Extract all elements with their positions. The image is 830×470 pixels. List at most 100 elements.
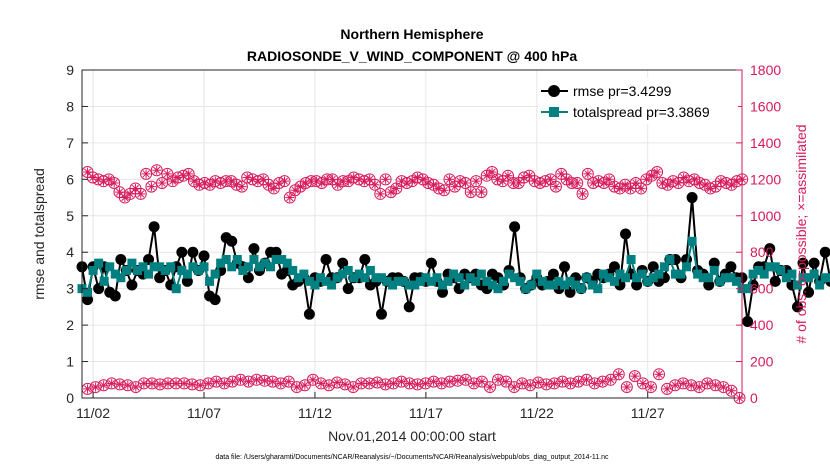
asterisk-stroke [147,183,155,191]
possible-low-point [580,373,593,386]
x-tick-label: 11/07 [187,405,221,421]
possible-low-point [701,377,714,390]
rmse-point [226,235,238,247]
assimilated-low-point [477,377,487,387]
assimilated-point [599,178,609,188]
totalspread-point [321,276,331,286]
asterisk-stroke [599,378,607,386]
assimilated-low-point [638,378,648,388]
assimilated-point [279,176,289,186]
assimilated-low-point [324,380,334,390]
totalspread-point [499,276,509,286]
assimilated-point [508,178,518,188]
rmse-point [547,268,559,280]
possible-point [368,178,381,191]
assimilated-low-point [485,382,495,392]
possible-low-point [266,375,279,388]
y-axis-left-label: rmse and totalspread [31,168,47,300]
y-right-tick-label: 1400 [750,135,781,151]
assimilated-point [625,183,635,193]
asterisk-stroke [169,177,177,185]
asterisk-stroke [470,379,478,387]
totalspread-point [382,276,392,286]
totalspread-point [554,276,564,286]
x-tick-label: 11/27 [631,405,665,421]
asterisk-stroke [277,379,285,387]
asterisk-stroke [201,179,209,187]
assimilated-low-point [187,379,197,389]
assimilated-point [572,178,582,188]
possible-low-point [234,373,247,386]
possible-low-point [387,377,400,390]
assimilated-point [503,171,513,181]
totalspread-point [410,280,420,290]
totalspread-point [798,273,808,283]
asterisk-stroke [350,173,358,182]
asterisk-stroke [309,376,317,384]
asterisk-stroke [728,181,736,189]
totalspread-point [765,262,775,272]
rmse-point [608,261,620,273]
possible-low-point [596,375,609,388]
asterisk-stroke [573,179,581,187]
totalspread-point [515,276,525,286]
totalspread-point [99,276,109,286]
totalspread-point [299,269,309,279]
assimilated-low-point [710,380,720,390]
possible-low-point [419,377,432,390]
totalspread-point [615,269,625,279]
assimilated-point [620,180,630,190]
rmse-point [82,294,94,306]
asterisk-stroke [94,175,102,183]
asterisk-stroke [137,190,145,198]
possible-low-point [242,375,255,388]
asterisk-stroke [610,183,619,191]
asterisk-stroke [631,372,639,380]
data-file-footnote: data file: /Users/gharamti/Documents/NCA… [215,454,609,461]
assimilated-point [641,174,651,184]
assimilated-low-point [276,378,286,388]
possible-point [145,180,158,193]
totalspread-point [266,262,276,272]
assimilated-point [157,178,167,188]
x-tick-label: 11/22 [520,405,554,421]
asterisk-stroke [607,376,615,384]
asterisk-stroke [243,173,251,182]
asterisk-stroke [236,376,245,384]
axes: 0 1 2 3 4 5 6 7 8 9 0 200 400 600 800 1000 1200 1400 1600 1… [66,62,781,421]
rmse-point [148,221,160,233]
assimilated-point [652,167,662,177]
asterisk-stroke [648,172,656,180]
assimilated-low-point [670,380,680,390]
possible-low-point [492,373,505,386]
possible-low-point [548,377,561,390]
asterisk-stroke [142,170,150,178]
y-left-tick-label: 2 [66,317,74,333]
asterisk-stroke [727,387,735,395]
possible-low-point [467,377,480,390]
assimilated-point [285,193,295,203]
rmse-point [425,257,437,269]
totalspread-point [349,273,359,283]
asterisk-stroke [655,370,663,378]
assimilated-point [407,176,417,186]
assimilated-low-point [235,375,245,385]
assimilated-point [375,189,385,199]
assimilated-point [498,176,508,186]
asterisk-stroke [355,175,363,183]
totalspread-point [809,269,819,279]
assimilated-low-point [557,377,567,387]
totalspread-point [166,262,176,272]
totalspread-point [482,276,492,286]
asterisk-stroke [695,383,703,391]
asterisk-stroke [568,179,576,187]
asterisk-stroke [488,168,496,176]
possible-low-point [669,379,682,392]
rmse-point [109,290,121,302]
assimilated-low-point [541,379,551,389]
assimilated-point [578,189,588,199]
totalspread-point [476,269,486,279]
totalspread-point [621,273,631,283]
totalspread-point [815,280,825,290]
assimilated-low-point [284,377,294,387]
